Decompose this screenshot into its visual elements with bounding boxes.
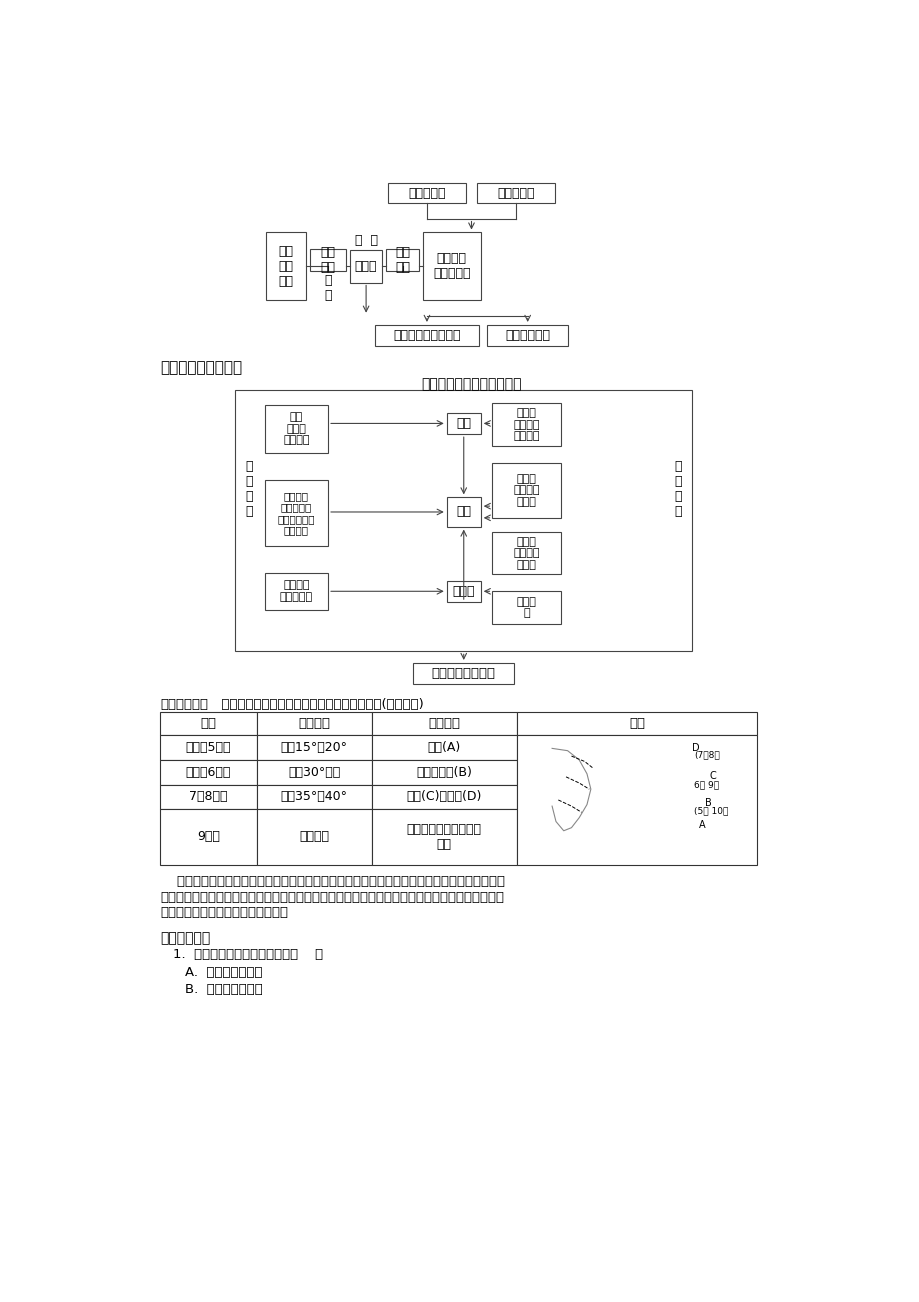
- Bar: [371, 785, 516, 810]
- Text: 我国暴雨洪水的时空分布与副热带高压的关系(正常年份): 我国暴雨洪水的时空分布与副热带高压的关系(正常年份): [212, 698, 423, 711]
- Text: 9月份: 9月份: [197, 831, 220, 844]
- Text: 夏秋季节
或春秋季节: 夏秋季节 或春秋季节: [433, 253, 470, 280]
- Text: 长江流域水文灾害多发原因: 长江流域水文灾害多发原因: [421, 378, 521, 391]
- Text: 东部临
海: 东部临 海: [516, 596, 536, 618]
- Text: 类  型: 类 型: [354, 233, 377, 246]
- Text: 阶梯的
交界处，
迎风坡: 阶梯的 交界处， 迎风坡: [513, 474, 539, 506]
- Text: 人
为
原
因: 人 为 原 因: [245, 460, 253, 518]
- Text: 暴雨: 暴雨: [456, 417, 471, 430]
- Text: 若夏季副高发展强大，西伸至我国大陆位置持续偏南时，雨带则长时间滞留在江淮地区，易造: 若夏季副高发展强大，西伸至我国大陆位置持续偏南时，雨带则长时间滞留在江淮地区，易…: [160, 875, 505, 888]
- Text: 三、水文灾害多发区: 三、水文灾害多发区: [160, 361, 242, 375]
- Bar: [256, 736, 371, 760]
- Bar: [160, 785, 256, 810]
- Text: 春末、5月份: 春末、5月份: [186, 741, 231, 754]
- Text: 发生
时间: 发生 时间: [394, 246, 410, 275]
- Text: 危害
地区: 危害 地区: [321, 246, 335, 275]
- Bar: [477, 184, 554, 203]
- Text: 时间: 时间: [200, 717, 216, 730]
- Bar: [374, 326, 479, 346]
- Text: B.  东部多，西部少: B. 东部多，西部少: [185, 983, 262, 996]
- Bar: [256, 760, 371, 785]
- Text: 水文灾害灾情严重: 水文灾害灾情严重: [431, 667, 495, 680]
- Bar: [160, 736, 256, 760]
- Text: 温带风暴潮: 温带风暴潮: [497, 186, 534, 199]
- Text: 台风风暴潮: 台风风暴潮: [408, 186, 445, 199]
- Text: 危
害: 危 害: [324, 273, 332, 302]
- Text: 中下游
排水不畅
地势低: 中下游 排水不畅 地势低: [513, 536, 539, 570]
- Text: 自
然
原
因: 自 然 原 因: [674, 460, 681, 518]
- Text: 雨带随之南退北方雨季
结束: 雨带随之南退北方雨季 结束: [406, 823, 482, 852]
- Bar: [371, 712, 516, 736]
- Text: 毁坏船只、工程设施: 毁坏船只、工程设施: [392, 329, 460, 342]
- Bar: [516, 712, 756, 736]
- Bar: [447, 581, 481, 602]
- Text: 风暴潮: 风暴潮: [452, 585, 474, 598]
- Bar: [388, 184, 465, 203]
- Text: 华北(C)、东北(D): 华北(C)、东北(D): [406, 790, 482, 803]
- Text: 副高南退: 副高南退: [299, 831, 329, 844]
- Text: 核心地带
我国的经济: 核心地带 我国的经济: [279, 581, 312, 602]
- Bar: [160, 712, 256, 736]
- Bar: [160, 810, 256, 865]
- Text: 西南风
和东南风
的影响，: 西南风 和东南风 的影响，: [513, 408, 539, 441]
- Text: 河湖蓄洪
行洪能力差
泥沙淤积，围
湖造田，: 河湖蓄洪 行洪能力差 泥沙淤积，围 湖造田，: [278, 491, 314, 535]
- Text: 图示: 图示: [629, 717, 644, 730]
- Text: A.  沿海少，内陆多: A. 沿海少，内陆多: [185, 966, 262, 979]
- Text: 就容易出现洪涝灾害，南方则干旱。: 就容易出现洪涝灾害，南方则干旱。: [160, 906, 288, 919]
- Bar: [413, 663, 514, 685]
- Text: 雨带位置: 雨带位置: [428, 717, 460, 730]
- Bar: [371, 760, 516, 785]
- Bar: [371, 810, 516, 865]
- Bar: [310, 250, 346, 271]
- Bar: [486, 326, 568, 346]
- Bar: [160, 760, 256, 785]
- Bar: [349, 250, 382, 283]
- Text: 北纬15°～20°: 北纬15°～20°: [280, 741, 347, 754]
- Bar: [371, 736, 516, 760]
- Bar: [447, 497, 481, 526]
- Bar: [265, 405, 328, 453]
- Text: 长江中下游(B): 长江中下游(B): [416, 766, 471, 779]
- Text: 北纬30°左右: 北纬30°左右: [288, 766, 340, 779]
- Bar: [492, 462, 560, 518]
- Bar: [266, 233, 306, 301]
- Bar: [386, 250, 418, 271]
- Text: 洪涝: 洪涝: [456, 505, 471, 518]
- Text: 东部
海岸
地带: 东部 海岸 地带: [278, 245, 293, 288]
- Bar: [256, 785, 371, 810]
- Bar: [492, 533, 560, 574]
- Bar: [422, 233, 481, 301]
- Text: C: C: [709, 771, 715, 781]
- Text: (5月 10月: (5月 10月: [693, 807, 728, 816]
- Text: A: A: [698, 820, 705, 829]
- Text: 造成人员伤亡: 造成人员伤亡: [505, 329, 550, 342]
- Bar: [492, 404, 560, 445]
- Bar: [256, 810, 371, 865]
- Text: B: B: [704, 798, 710, 809]
- Text: 【拓展延伸】: 【拓展延伸】: [160, 698, 208, 711]
- Bar: [516, 736, 756, 865]
- Text: 6月 9月: 6月 9月: [693, 780, 719, 789]
- Text: 夏初、6月份: 夏初、6月份: [186, 766, 231, 779]
- Text: 7～8月份: 7～8月份: [189, 790, 227, 803]
- Text: 滥伐
森林、
水土流失: 滥伐 森林、 水土流失: [283, 413, 310, 445]
- Text: 北纬35°～40°: 北纬35°～40°: [280, 790, 347, 803]
- Bar: [265, 573, 328, 609]
- Bar: [256, 712, 371, 736]
- Text: 【基础达标】: 【基础达标】: [160, 931, 210, 945]
- Text: 华南(A): 华南(A): [427, 741, 460, 754]
- Bar: [235, 389, 692, 651]
- Bar: [447, 413, 481, 434]
- Text: 1.  我国洪水灾害的分布特点是（    ）: 1. 我国洪水灾害的分布特点是（ ）: [173, 948, 323, 961]
- Text: 成江淮地区洪涝灾害，北方干旱；当副高季节性北移时间提前、位置较常年偏北时，我国北方地区: 成江淮地区洪涝灾害，北方干旱；当副高季节性北移时间提前、位置较常年偏北时，我国北…: [160, 891, 504, 904]
- Text: 副高位置: 副高位置: [298, 717, 330, 730]
- Text: D: D: [691, 742, 698, 753]
- Bar: [265, 480, 328, 546]
- Bar: [492, 591, 560, 624]
- Text: 风暴潮: 风暴潮: [355, 260, 377, 273]
- Text: (7月8月: (7月8月: [693, 750, 719, 759]
